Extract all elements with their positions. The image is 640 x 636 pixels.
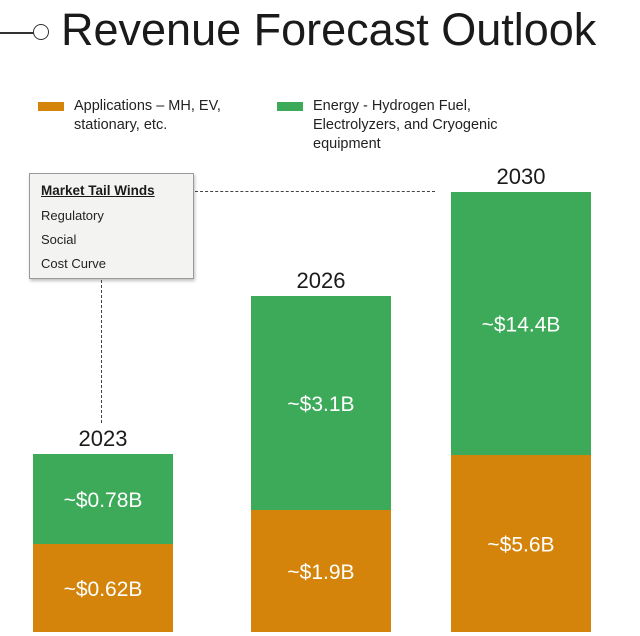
bar-2023-energy (33, 454, 173, 544)
year-label-2030: 2030 (497, 164, 546, 189)
title-bullet-circle (33, 24, 49, 40)
tailwind-item-cost-curve: Cost Curve (41, 256, 107, 271)
bar-label-2026-applications: ~$1.9B (287, 561, 354, 584)
page-title: Revenue Forecast Outlook (61, 4, 597, 55)
bar-2030-energy (451, 192, 591, 455)
legend-swatch-applications (38, 102, 64, 111)
legend-swatch-energy (277, 102, 303, 111)
tailwind-item-social: Social (41, 232, 77, 247)
year-label-2026: 2026 (297, 268, 346, 293)
legend-label-energy: Energy - Hydrogen Fuel, Electrolyzers, a… (313, 98, 498, 152)
bar-2026-energy (251, 296, 391, 510)
tailwind-item-regulatory: Regulatory (41, 208, 104, 223)
bar-label-2023-applications: ~$0.62B (64, 578, 143, 601)
bar-label-2026-energy: ~$3.1B (287, 393, 354, 416)
market-tailwinds-box: Market Tail Winds Regulatory Social Cost… (29, 173, 194, 279)
market-tailwinds-title: Market Tail Winds (41, 183, 155, 198)
legend-item-energy: Energy - Hydrogen Fuel, Electrolyzers, a… (277, 97, 567, 154)
title-rule (0, 32, 36, 34)
bar-2030-applications (451, 455, 591, 632)
legend-item-applications: Applications – MH, EV, stationary, etc. (38, 97, 238, 135)
connector-dashed-horizontal (195, 191, 435, 192)
legend-label-applications: Applications – MH, EV, stationary, etc. (74, 98, 221, 133)
bar-2023-applications (33, 544, 173, 632)
bar-2026-applications (251, 510, 391, 632)
connector-dashed-vertical (101, 280, 102, 423)
bar-label-2023-energy: ~$0.78B (64, 489, 143, 512)
bar-label-2030-applications: ~$5.6B (487, 534, 554, 557)
bar-label-2030-energy: ~$14.4B (482, 314, 561, 337)
year-label-2023: 2023 (79, 426, 128, 451)
